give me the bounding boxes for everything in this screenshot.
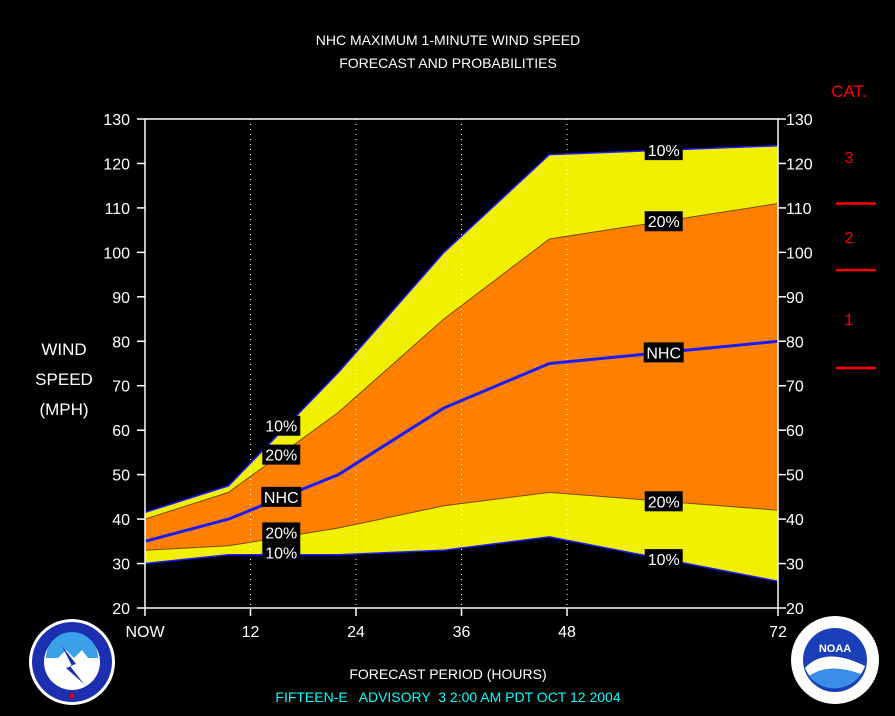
svg-text:NOAA: NOAA (819, 643, 851, 655)
category-label: 1 (845, 312, 854, 329)
y-tick-label: 50 (112, 468, 130, 485)
series-label-box (643, 342, 684, 363)
advisory-footer: FIFTEEN-E ADVISORY 3 2:00 AM PDT OCT 12 … (275, 689, 620, 705)
y-tick-label: 100 (786, 245, 813, 262)
probability-bands (145, 145, 778, 582)
series-label-box (644, 549, 683, 570)
y-tick-label: 130 (103, 112, 130, 129)
series-label: 20% (265, 448, 297, 465)
y-ticks-right: 20 30 40 50 60 70 80 90 100 110 120 130 (778, 112, 813, 618)
y-tick-label: 80 (112, 334, 130, 351)
noaa-logo: NOAA (791, 616, 879, 704)
x-tick-label: NOW (125, 624, 165, 641)
nws-logo (29, 619, 115, 705)
x-tick-label: 12 (242, 624, 260, 641)
y-tick-label: 70 (112, 379, 130, 396)
series-label: 10% (648, 552, 680, 569)
y-tick-label: 70 (786, 379, 804, 396)
series-labels: 10% 20% NHC 20% 10% 10% 20% NHC 20% 10% (261, 140, 684, 570)
y-ticks-left: 20 30 40 50 60 70 80 90 100 110 120 130 (103, 112, 145, 618)
series-label-box (261, 486, 302, 507)
y-tick-label: 130 (786, 112, 813, 129)
y-tick-label: 40 (786, 512, 804, 529)
y-tick-label: 90 (786, 290, 804, 307)
x-tick-label: 72 (769, 624, 787, 641)
series-label-box (644, 140, 683, 161)
x-ticks: NOW 12 24 36 48 72 (125, 608, 787, 641)
series-label: 20% (648, 494, 680, 511)
x-axis-label: FORECAST PERIOD (HOURS) (349, 666, 546, 682)
series-line-lower10 (144, 536, 779, 583)
y-tick-label: 40 (112, 512, 130, 529)
y-axis-label-line: (MPH) (39, 400, 88, 419)
chart-subtitle: FORECAST AND PROBABILITIES (339, 55, 557, 71)
series-label: 10% (648, 143, 680, 160)
y-tick-label: 110 (104, 201, 130, 218)
y-tick-label: 60 (112, 423, 130, 440)
series-label-box (262, 542, 301, 563)
y-axis-label: WIND SPEED (MPH) (35, 340, 93, 419)
series-line-nhc (144, 339, 779, 543)
y-tick-label: 90 (112, 290, 130, 307)
series-label-box (262, 415, 301, 436)
category-label: 2 (845, 230, 854, 247)
x-tick-label: 24 (347, 624, 365, 641)
x-tick-label: 48 (558, 624, 576, 641)
series-label-box (262, 522, 301, 543)
series-label: 10% (265, 419, 297, 436)
y-tick-label: 20 (112, 601, 130, 618)
category-title: CAT. (831, 82, 867, 101)
series-label: NHC (646, 345, 681, 362)
category-label: 3 (845, 150, 854, 167)
series-label-box (644, 211, 683, 232)
series-label-box (644, 491, 683, 512)
y-tick-label: 100 (103, 245, 130, 262)
series-label: 10% (265, 545, 297, 562)
y-tick-label: 60 (786, 423, 804, 440)
y-tick-label: 30 (112, 557, 130, 574)
y-tick-label: 120 (103, 156, 130, 173)
y-tick-label: 120 (786, 156, 813, 173)
y-axis-label-line: WIND (41, 340, 86, 359)
y-tick-label: 30 (786, 557, 804, 574)
series-line-upper10 (144, 144, 779, 514)
chart-title: NHC MAXIMUM 1-MINUTE WIND SPEED (316, 32, 580, 48)
y-tick-label: 80 (786, 334, 804, 351)
series-line-upper20 (144, 203, 779, 520)
series-label: 20% (648, 214, 680, 231)
series-lines (144, 144, 779, 583)
series-line-lower20 (144, 491, 779, 551)
y-tick-label: 50 (786, 468, 804, 485)
y-tick-label: 110 (786, 201, 812, 218)
series-label: NHC (264, 490, 299, 507)
x-tick-label: 36 (453, 624, 471, 641)
series-label-box (262, 444, 301, 465)
series-label: 20% (265, 525, 297, 542)
y-axis-label-line: SPEED (35, 370, 93, 389)
category-scale: CAT. 1 2 3 (831, 82, 876, 370)
y-tick-label: 20 (786, 601, 804, 618)
inner-band-20-percent (145, 203, 778, 551)
